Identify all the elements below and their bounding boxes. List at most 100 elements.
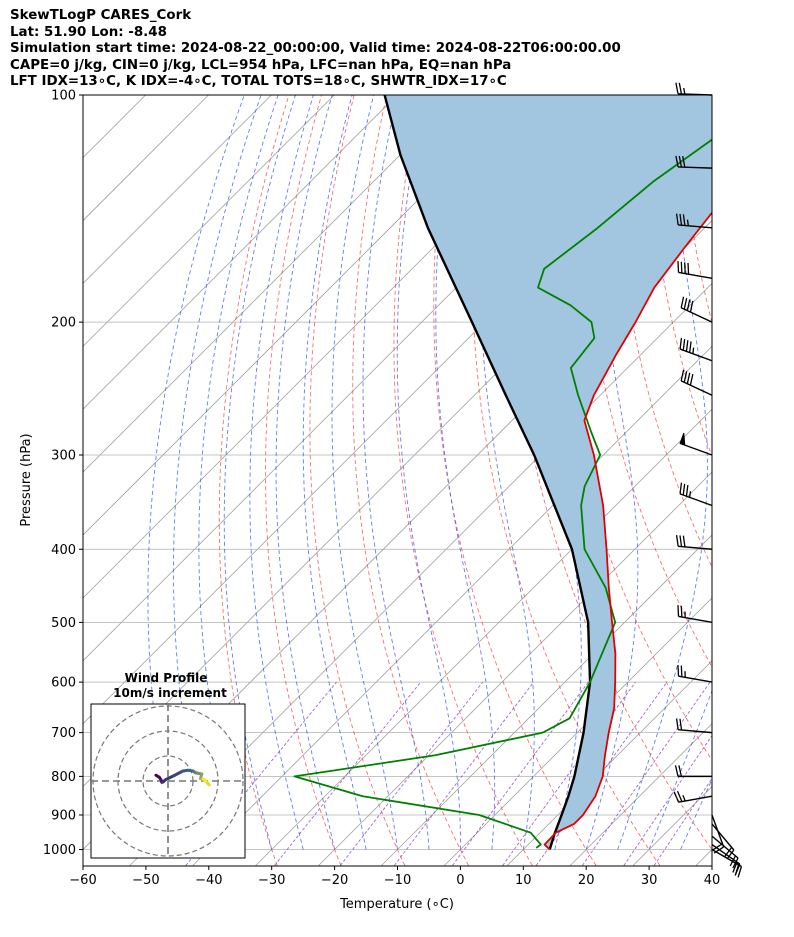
location-line: Lat: 51.90 Lon: -8.48: [10, 24, 167, 40]
hodograph-rings: [91, 704, 245, 858]
isotherm: [83, 95, 272, 284]
moist-adiabat: [617, 95, 708, 850]
y-tick-label: 500: [51, 616, 76, 631]
isotherm: [381, 534, 712, 866]
y-tick-label: 400: [51, 543, 76, 558]
mixing-ratio-lines: [185, 681, 712, 866]
mixing-ratio-line: [502, 681, 636, 866]
moist-adiabat: [275, 95, 336, 850]
y-tick-label: 700: [51, 726, 76, 741]
y-tick-label: 800: [51, 770, 76, 785]
cape-cin-shading: [384, 95, 712, 850]
cin-shading: [384, 95, 712, 850]
isotherm: [83, 95, 335, 347]
wind-barb: [679, 337, 713, 362]
dewpoint-line: [293, 138, 712, 849]
mixing-ratio-line: [653, 777, 712, 866]
mixing-ratio-line: [623, 734, 712, 866]
y-axis-label: Pressure (hPa): [19, 433, 34, 526]
isotherm: [83, 95, 398, 410]
moist-adiabat: [173, 95, 262, 850]
y-tick-label: 900: [51, 808, 76, 823]
wind-barb: [673, 790, 713, 803]
wind-barb: [677, 261, 713, 280]
wind-barb: [675, 535, 713, 550]
mixing-ratio-line: [452, 681, 589, 866]
wind-barb: [680, 369, 713, 396]
isotherm: [318, 471, 712, 866]
x-tick-label: −40: [195, 873, 222, 888]
hodograph-inset: Wind Profile 10m/s increment: [90, 671, 246, 859]
x-axis-label: Temperature (∘C): [339, 897, 454, 912]
wind-barb: [675, 155, 713, 169]
cape-line: CAPE=0 j/kg, CIN=0 j/kg, LCL=954 hPa, LF…: [10, 57, 512, 73]
y-tick-label: 300: [51, 448, 76, 463]
mixing-ratio-line: [339, 681, 484, 866]
x-tick-label: −30: [258, 873, 285, 888]
x-tick-label: 40: [704, 873, 721, 888]
mixing-ratio-line: [582, 681, 711, 866]
moist-adiabat: [680, 778, 712, 850]
moist-adiabat: [331, 95, 398, 850]
y-tick-label: 100: [51, 89, 76, 104]
hodograph-segment: [201, 777, 207, 783]
hodograph-subtitle: 10m/s increment: [113, 686, 227, 700]
x-tick-label: 0: [456, 873, 464, 888]
x-tick-label: 30: [641, 873, 658, 888]
time-line: Simulation start time: 2024-08-22_00:00:…: [10, 41, 621, 57]
dry-adiabat: [471, 95, 661, 866]
chart-title: SkewTLogP CARES_Cork: [10, 8, 192, 23]
wind-barb: [711, 835, 739, 869]
x-axis-ticks: −60 −50 −40 −30 −20 −10 0 10 20 30 40: [69, 866, 720, 888]
isotherm: [569, 723, 712, 866]
wind-barb: [674, 765, 712, 778]
moist-adiabat: [435, 95, 496, 850]
moist-adiabat: [648, 689, 712, 850]
wind-barb: [677, 605, 713, 624]
temperature-line: [543, 211, 712, 851]
indices-line: LFT IDX=13∘C, K IDX=-4∘C, TOTAL TOTS=18∘…: [10, 74, 507, 90]
dry-adiabat: [713, 95, 794, 865]
parcel-profile-line: [383, 95, 592, 850]
wind-barb: [675, 82, 713, 96]
dry-adiabat: [352, 95, 469, 866]
y-tick-label: 200: [51, 316, 76, 331]
dry-adiabat: [613, 95, 712, 569]
wind-barb: [680, 296, 713, 323]
dry-adiabat: [433, 95, 597, 866]
dry-adiabat: [309, 95, 406, 866]
chart-header: SkewTLogP CARES_Cork Lat: 51.90 Lon: -8.…: [10, 8, 780, 91]
x-tick-label: −20: [321, 873, 348, 888]
hodograph-segment: [164, 774, 176, 782]
isotherm: [444, 597, 712, 866]
isotherm: [0, 95, 20, 865]
x-tick-label: −10: [384, 873, 411, 888]
isotherm: [507, 660, 712, 866]
isotherm: [759, 95, 794, 865]
x-tick-label: 20: [578, 873, 595, 888]
isotherm: [83, 95, 524, 536]
wind-barb: [679, 482, 713, 507]
hodograph-trace: [154, 768, 211, 787]
moist-adiabats: [147, 95, 712, 850]
mixing-ratio-line: [274, 681, 422, 866]
wind-barb: [675, 718, 713, 734]
dry-adiabat: [778, 95, 794, 865]
x-tick-label: −60: [69, 873, 96, 888]
x-tick-label: 10: [515, 873, 532, 888]
moist-adiabat: [147, 95, 245, 850]
hodograph-title: Wind Profile: [125, 671, 208, 685]
isotherm: [255, 408, 712, 866]
wind-barb: [711, 814, 725, 854]
dry-adiabat: [265, 95, 342, 866]
dry-adiabat: [745, 95, 794, 865]
moist-adiabat: [362, 95, 430, 850]
moist-adiabat: [396, 95, 461, 850]
y-axis-ticks: 1000 900 800 700 600 500 400 300 200 100: [43, 89, 83, 858]
y-tick-label: 1000: [43, 843, 76, 858]
dry-adiabat: [393, 95, 533, 866]
isotherm: [0, 95, 83, 865]
mixing-ratio-line: [394, 681, 535, 866]
moist-adiabat: [532, 95, 582, 850]
